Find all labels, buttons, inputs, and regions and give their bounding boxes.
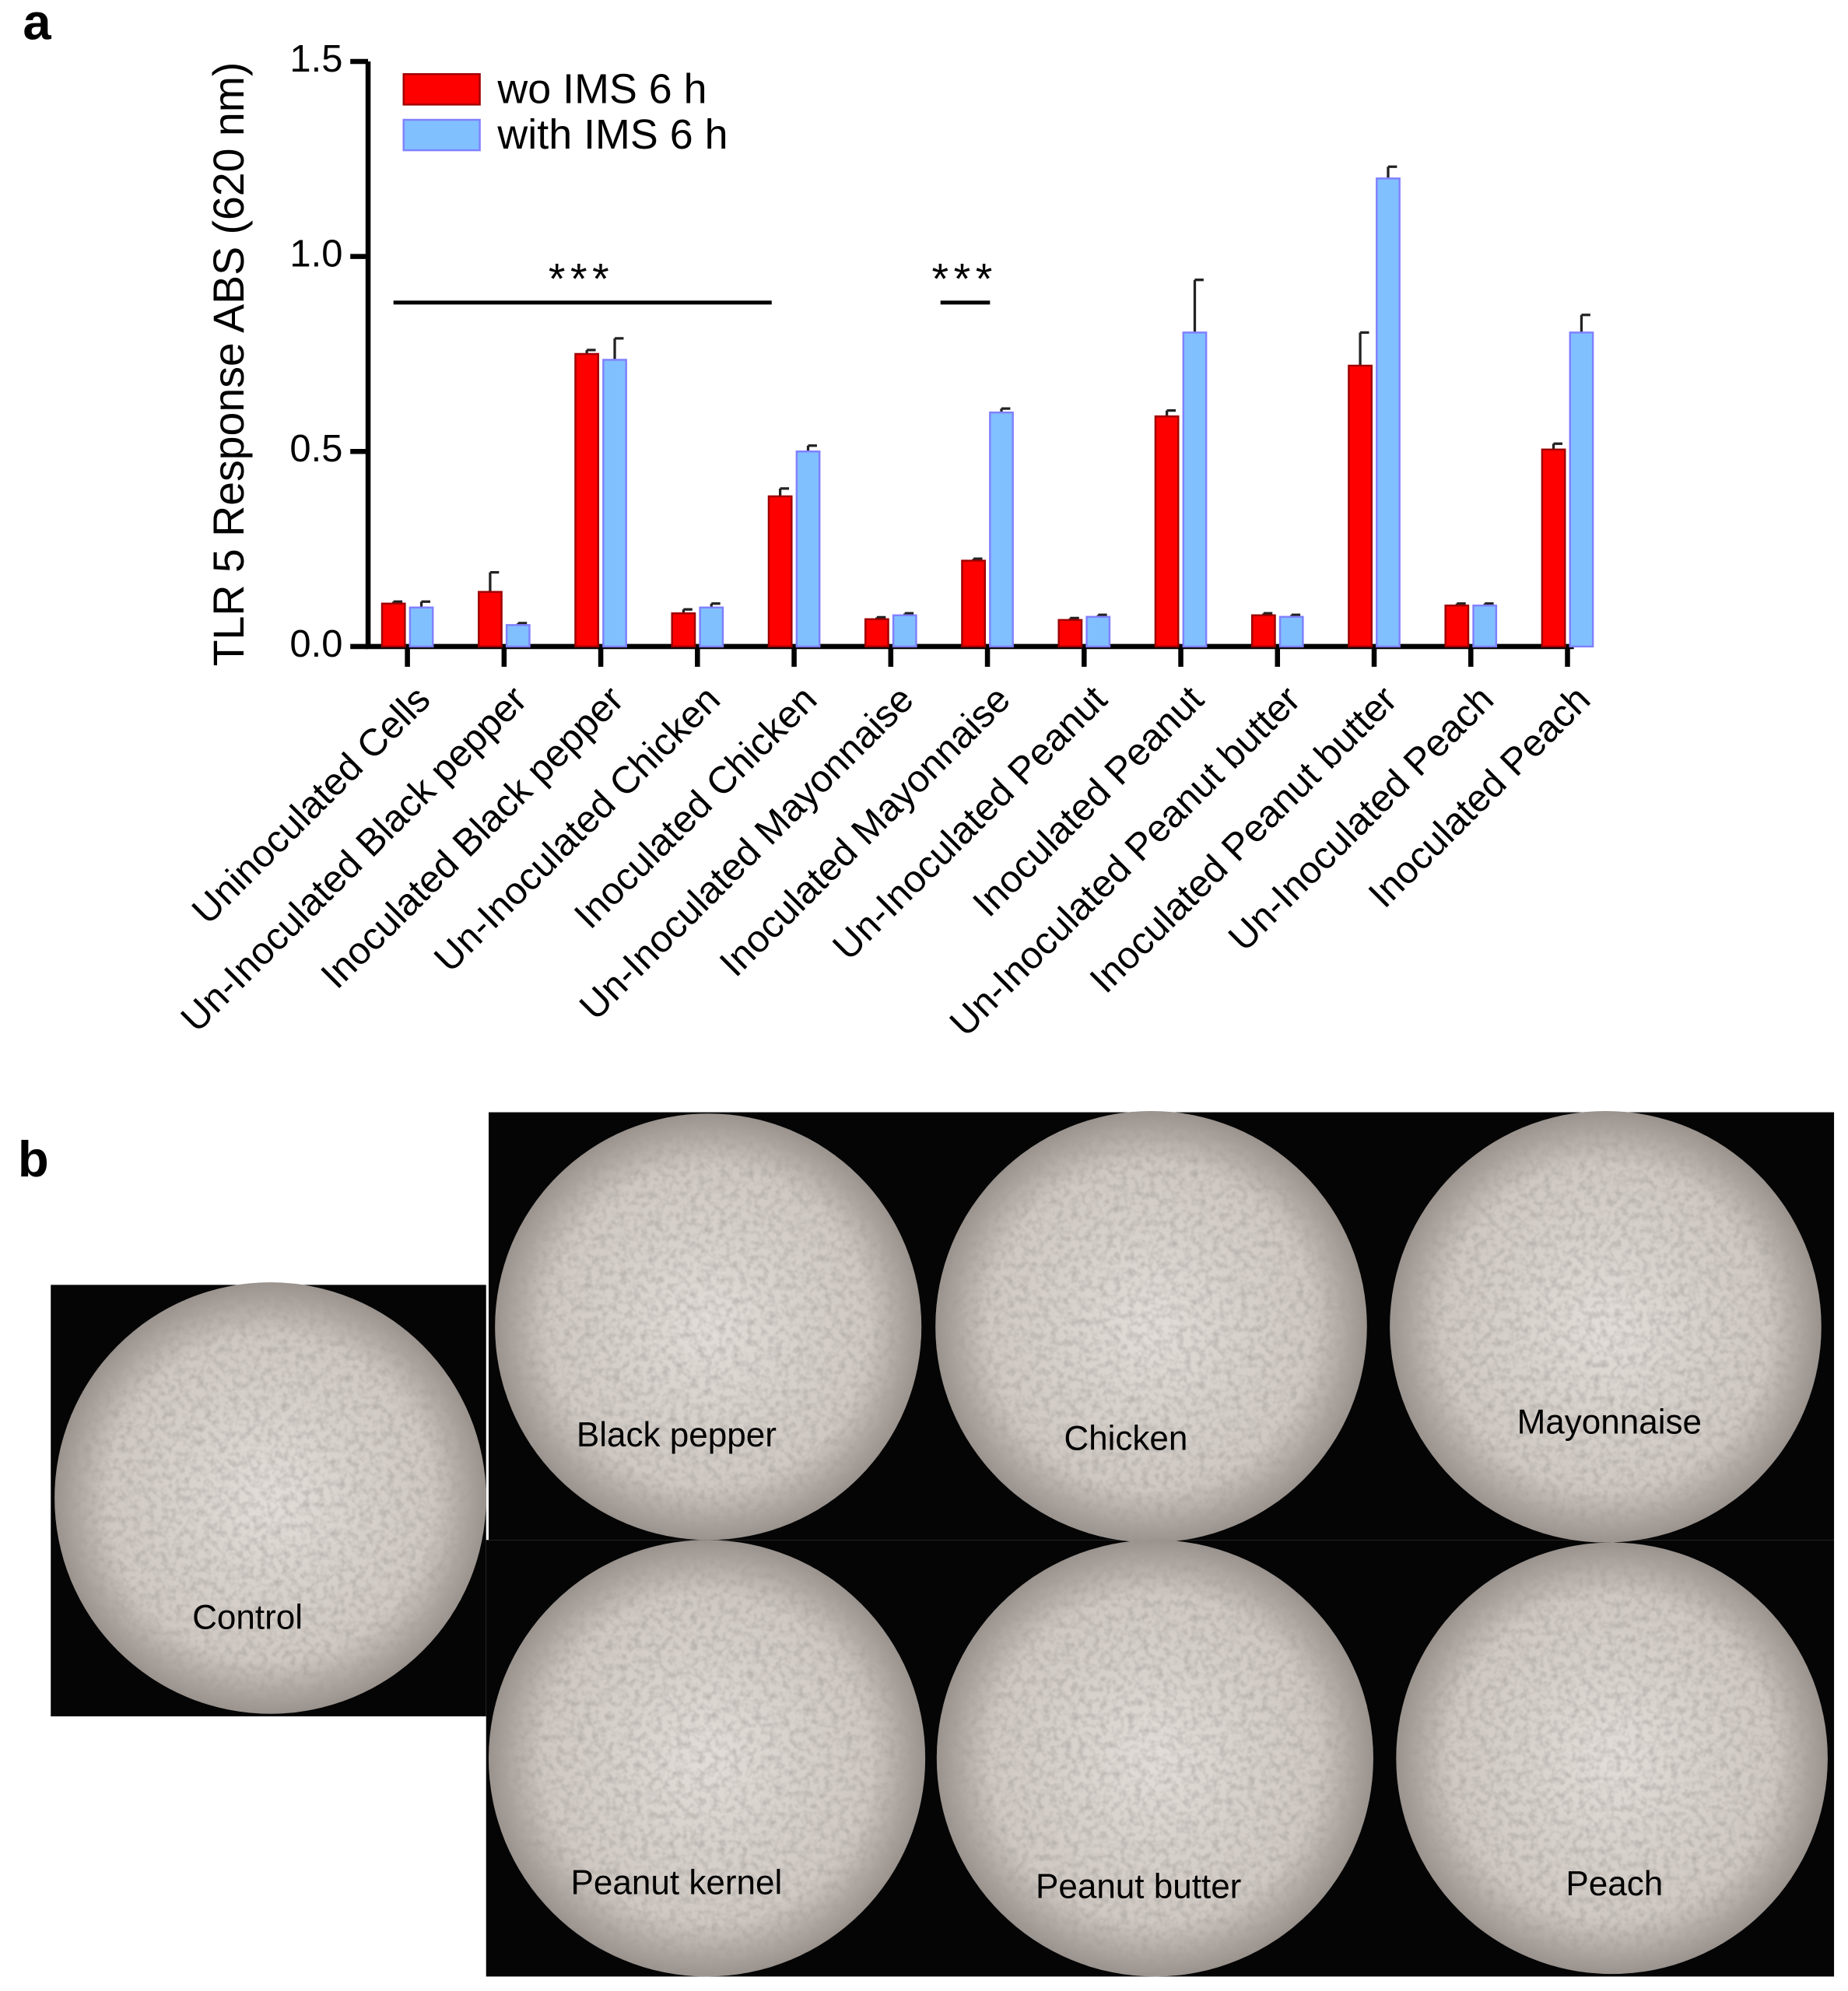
cell-texture	[54, 1282, 486, 1714]
bar	[574, 352, 600, 648]
y-tick-label: 1.0	[289, 233, 342, 275]
bar	[1278, 615, 1304, 648]
bar	[1444, 605, 1470, 648]
bar	[671, 612, 696, 648]
y-tick-label: 1.5	[289, 38, 342, 80]
significance-label: ***	[549, 254, 614, 303]
y-tick-label: 0.5	[289, 428, 342, 470]
cell-texture	[489, 1540, 926, 1977]
bar	[892, 614, 917, 648]
micrograph: Chicken	[935, 1110, 1367, 1543]
micrograph-label: Black pepper	[577, 1416, 777, 1454]
cell-texture	[936, 1540, 1373, 1977]
legend-label: wo IMS 6 h	[496, 65, 707, 112]
error-bar	[1580, 314, 1590, 333]
bar	[989, 411, 1014, 648]
error-bar	[1193, 279, 1204, 333]
micrograph-label: Peanut kernel	[571, 1864, 783, 1902]
bar	[380, 602, 406, 648]
micrograph: Control	[54, 1282, 486, 1714]
error-bar	[419, 600, 430, 608]
bar	[1569, 331, 1594, 648]
x-tick-label: Un-Inoculated Peanut butter	[942, 678, 1309, 1045]
micrograph: Peanut butter	[936, 1540, 1373, 1977]
error-bar	[1165, 408, 1176, 417]
bar	[409, 606, 434, 648]
bar	[1472, 605, 1498, 648]
bar	[1541, 448, 1566, 648]
micrograph: Mayonnaise	[1390, 1110, 1822, 1543]
error-bar	[489, 571, 500, 592]
micrograph: Black pepper	[495, 1113, 922, 1541]
error-bar	[613, 337, 624, 360]
micrograph: Peach	[1396, 1542, 1828, 1975]
bar	[1057, 619, 1083, 648]
error-bar	[1387, 165, 1397, 179]
bar	[795, 450, 821, 648]
legend-swatch	[402, 118, 481, 152]
cell-texture	[1390, 1110, 1822, 1543]
bar	[1348, 364, 1373, 648]
bar	[1085, 615, 1111, 648]
panel-label: a	[23, 0, 51, 51]
bar	[505, 624, 531, 648]
micrograph-label: Mayonnaise	[1517, 1403, 1702, 1441]
legend-label: with IMS 6 h	[496, 111, 728, 158]
bar	[1250, 614, 1276, 648]
cell-texture	[935, 1110, 1367, 1543]
y-axis-title: TLR 5 Response ABS (620 nm)	[205, 62, 253, 667]
bar	[1376, 177, 1401, 648]
cell-texture	[1396, 1542, 1828, 1975]
bar	[699, 606, 724, 648]
bar	[1154, 415, 1180, 648]
panel-label: b	[18, 1130, 49, 1187]
y-tick-label: 0.0	[289, 623, 342, 665]
error-bar	[1552, 442, 1562, 450]
micrograph-label: Chicken	[1064, 1420, 1187, 1458]
bar	[864, 618, 889, 648]
bar	[602, 359, 627, 648]
micrograph: Peanut kernel	[489, 1540, 926, 1977]
micrograph-label: Control	[192, 1599, 303, 1637]
micrograph-label: Peach	[1566, 1865, 1663, 1903]
bar	[478, 591, 503, 648]
error-bar	[779, 487, 790, 496]
bar	[767, 495, 793, 648]
bar	[1182, 331, 1208, 648]
micrograph-label: Peanut butter	[1036, 1867, 1241, 1905]
error-bar	[1359, 331, 1369, 366]
significance-label: ***	[932, 254, 998, 303]
legend-swatch	[402, 73, 481, 106]
bar	[961, 559, 987, 648]
error-bar	[806, 444, 817, 452]
cell-texture	[495, 1113, 922, 1541]
